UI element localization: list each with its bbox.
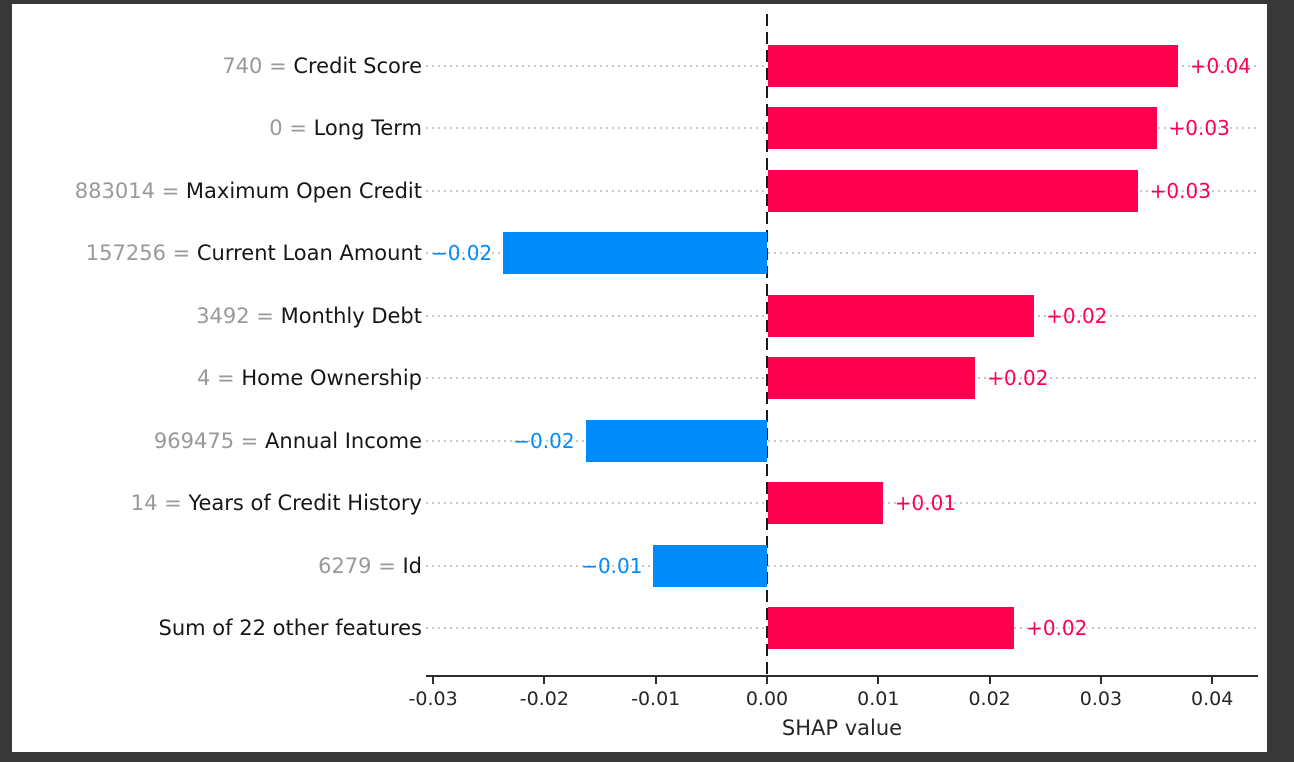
bar-value-label: +0.02	[1046, 303, 1108, 328]
chart-canvas: 740 = Credit Score 0 = Long Term 883014 = …	[12, 4, 1267, 752]
bar-value-label: +0.03	[1149, 178, 1211, 203]
bar-value-label: +0.02	[987, 366, 1049, 390]
feature-value: 0 =	[269, 116, 314, 140]
bar-value-label: −0.02	[430, 241, 493, 265]
x-axis-tick	[654, 677, 657, 684]
x-axis-tick-label: 0.00	[745, 688, 789, 710]
feature-value: 969475 =	[153, 428, 266, 453]
x-axis-tick-label: 0.01	[857, 688, 900, 710]
feature-name: Monthly Debt	[280, 303, 422, 328]
x-axis-tick-label: -0.02	[519, 688, 569, 710]
x-axis-tick	[988, 677, 991, 684]
feature-value: 6279 =	[318, 553, 403, 578]
zero-reference-line	[766, 14, 768, 675]
bar-value-label: +0.04	[1189, 53, 1251, 78]
feature-label: Sum of 22 other features	[12, 613, 422, 643]
feature-name: Maximum Open Credit	[185, 178, 422, 203]
feature-name: Credit Score	[293, 53, 422, 78]
feature-name: Current Loan Amount	[196, 241, 422, 265]
shap-bar	[768, 607, 1015, 649]
feature-value: 3492 =	[196, 303, 281, 328]
feature-label: 0 = Long Term	[12, 113, 422, 143]
x-axis-tick	[877, 677, 880, 684]
shap-bar	[768, 482, 883, 524]
feature-name: Years of Credit History	[188, 491, 422, 515]
feature-label: 740 = Credit Score	[12, 51, 422, 81]
feature-value: 14 =	[130, 491, 189, 515]
feature-label: 3492 = Monthly Debt	[12, 301, 422, 331]
feature-name: Long Term	[313, 116, 422, 140]
shap-bar	[768, 357, 976, 399]
shap-bar	[653, 544, 767, 587]
feature-label: 969475 = Annual Income	[12, 426, 422, 456]
feature-label: 883014 = Maximum Open Credit	[12, 176, 422, 206]
x-axis-tick-label: 0.03	[1079, 688, 1123, 710]
x-axis-line	[426, 675, 1258, 677]
bar-value-label: +0.02	[1026, 616, 1088, 640]
shap-bar	[768, 294, 1035, 337]
x-axis-tick	[1211, 677, 1214, 684]
x-axis-tick-label: -0.01	[631, 688, 681, 710]
x-axis-tick-label: 0.04	[1191, 688, 1234, 710]
feature-label: 14 = Years of Credit History	[12, 488, 422, 518]
feature-name: Sum of 22 other features	[158, 616, 422, 640]
x-axis-title: SHAP value	[781, 716, 903, 740]
bar-value-label: +0.01	[894, 491, 957, 515]
shap-bar	[768, 107, 1157, 149]
feature-name: Home Ownership	[241, 366, 422, 390]
shap-bar	[503, 232, 767, 274]
feature-value: 740 =	[222, 53, 294, 78]
feature-label: 157256 = Current Loan Amount	[12, 238, 422, 268]
shap-bar	[768, 169, 1138, 212]
feature-value: 883014 =	[74, 178, 186, 203]
x-axis-tick-label: -0.03	[408, 688, 458, 710]
shap-bar	[585, 419, 767, 462]
row-gridline	[426, 252, 1258, 254]
feature-name: Annual Income	[265, 428, 422, 453]
bar-value-label: +0.03	[1168, 116, 1230, 140]
x-axis-tick-label: 0.02	[968, 688, 1011, 710]
row-gridline	[426, 564, 1258, 567]
feature-value: 4 =	[197, 366, 242, 390]
feature-label: 4 = Home Ownership	[12, 363, 422, 393]
feature-value: 157256 =	[85, 241, 197, 265]
x-axis-tick	[543, 677, 546, 684]
shap-bar	[768, 44, 1178, 87]
x-axis-tick	[432, 677, 435, 684]
feature-label: 6279 = Id	[12, 551, 422, 581]
bar-value-label: −0.02	[513, 428, 575, 453]
x-axis-tick	[1099, 677, 1102, 684]
row-gridline	[426, 439, 1258, 442]
x-axis-tick	[766, 677, 768, 684]
feature-name: Id	[402, 553, 422, 578]
bar-value-label: −0.01	[581, 553, 643, 578]
